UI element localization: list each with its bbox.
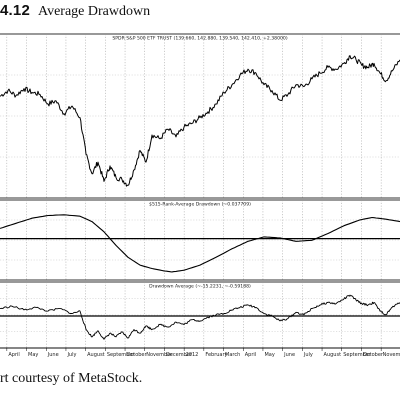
pane-title: SPDR S&P 500 ETF TRUST (139.660, 142.880…: [112, 36, 287, 42]
x-tick-label: November: [383, 352, 400, 358]
figure-number: 4.12: [0, 2, 30, 19]
series-line: [0, 214, 400, 273]
figure-title: 4.12 Average Drawdown: [0, 2, 150, 24]
pane-frame: [0, 199, 400, 281]
x-tick-label: April: [8, 352, 19, 358]
x-tick-label: August: [324, 352, 342, 358]
x-tick-label: May: [264, 352, 274, 358]
x-tick-label: July: [303, 352, 313, 358]
x-tick-label: May: [28, 352, 38, 358]
pane-frame: [0, 33, 400, 199]
x-tick-label: 2012: [186, 352, 199, 358]
x-tick-label: September: [343, 352, 372, 358]
x-tick-label: November: [146, 352, 173, 358]
x-tick-label: June: [47, 352, 59, 358]
x-tick-label: December: [166, 352, 193, 358]
series-line: [0, 55, 400, 187]
x-tick-label: July: [66, 352, 76, 358]
price-pane: SPDR S&P 500 ETF TRUST (139.660, 142.880…: [0, 33, 400, 199]
pane-title: $515-Rank-Average Drawdown (~0.037709): [149, 202, 251, 208]
figure-caption: rt courtesy of MetaStock.: [0, 371, 143, 386]
figure-name: Average Drawdown: [38, 4, 151, 19]
x-tick-label: February: [205, 352, 227, 358]
drawdown-average-pane: Drawdown Average (~-15.2231, ~-0.59188): [0, 281, 400, 349]
x-tick-label: April: [245, 352, 256, 358]
pane-title: Drawdown Average (~-15.2231, ~-0.59188): [149, 284, 251, 290]
x-tick-label: October: [363, 352, 384, 358]
rank-average-drawdown-pane: $515-Rank-Average Drawdown (~0.037709): [0, 199, 400, 281]
x-tick-label: June: [283, 352, 295, 358]
series-line: [0, 294, 400, 340]
x-tick-label: August: [87, 352, 105, 358]
chart: SPDR S&P 500 ETF TRUST (139.660, 142.880…: [0, 33, 400, 358]
x-tick-label: March: [225, 352, 240, 358]
x-tick-label: September: [107, 352, 136, 358]
x-tick-label: October: [127, 352, 148, 358]
